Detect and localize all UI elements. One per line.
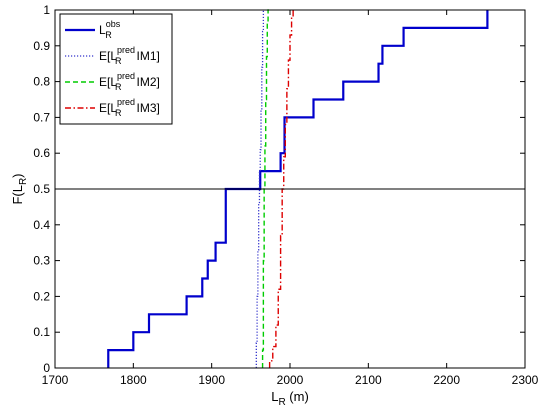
x-tick-label: 2000 — [277, 373, 304, 387]
y-tick-label: 0.6 — [33, 146, 50, 160]
y-tick-label: 0.8 — [33, 75, 50, 89]
series-4-line — [268, 9, 295, 368]
x-tick-label: 1900 — [198, 373, 225, 387]
axis-labels: LR (m) F(LR) — [10, 173, 309, 406]
y-tick-label: 0.9 — [33, 39, 50, 53]
y-tick-label: 0 — [43, 361, 50, 375]
y-tick-label: 1 — [43, 3, 50, 17]
series-3-line — [261, 9, 269, 368]
series-lines — [55, 9, 525, 368]
series-2-line — [255, 9, 265, 368]
y-tick-label: 0.3 — [33, 254, 50, 268]
y-tick-label: 0.1 — [33, 325, 50, 339]
x-tick-label: 2200 — [433, 373, 460, 387]
y-tick-label: 0.4 — [33, 218, 50, 232]
axes: 1700 1800 1900 2000 2100 2200 2300 0 0.1 0.2 0.3 0.… — [33, 3, 538, 387]
x-tick-label: 1800 — [120, 373, 147, 387]
y-axis-label: F(LR) — [10, 173, 29, 204]
y-tick-label: 0.5 — [33, 182, 50, 196]
series-1-line — [107, 10, 489, 368]
legend-label-1: Lobs R — [99, 19, 121, 40]
y-tick-label: 0.7 — [33, 110, 50, 124]
x-tick-label: 1700 — [42, 373, 69, 387]
legend-label-2: E[Lpred R IM1] — [99, 45, 160, 66]
x-tick-label: 2300 — [512, 373, 539, 387]
y-tick-label: 0.2 — [33, 289, 50, 303]
legend-box — [59, 13, 173, 125]
legend: Lobs R E[Lpred R IM1] E[Lpred R IM2] E[Lpred R IM3… — [59, 13, 173, 125]
x-tick-label: 2100 — [355, 373, 382, 387]
legend-label-3: E[Lpred R IM2] — [99, 71, 160, 92]
legend-label-4: E[Lpred R IM3] — [99, 97, 160, 118]
x-axis-label: LR (m) — [271, 389, 309, 406]
